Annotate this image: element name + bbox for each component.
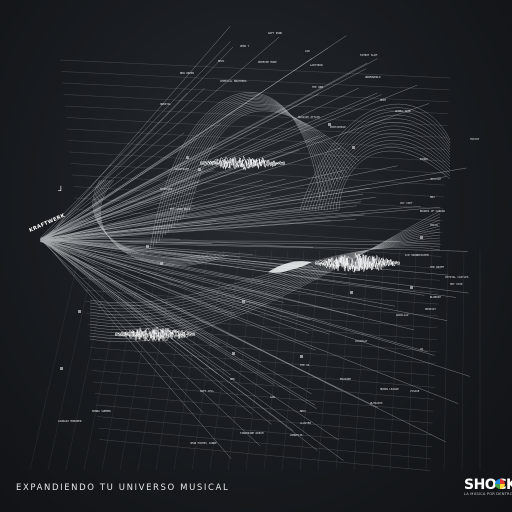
artist-label: CAN xyxy=(270,395,275,399)
artist-label: CRYSTAL CASTLES xyxy=(445,275,469,279)
artist-label: ZERO 7 xyxy=(240,44,250,48)
artist-label: PORTISHEAD xyxy=(330,125,346,129)
artist-label: ULTRAVOX xyxy=(370,401,383,405)
artist-label: VANGELIS xyxy=(290,433,303,437)
artist-label: LADYTRON xyxy=(310,63,323,67)
artist-label: CUT COPY xyxy=(400,201,413,205)
artist-label: RÖYKSOPP xyxy=(160,186,173,191)
artist-label: GIORGIO MORODER xyxy=(58,419,82,423)
artist-label: UNDERWORLD xyxy=(365,75,381,79)
artist-label: JEAN MICHEL JARRE xyxy=(190,441,217,445)
artist-label: THE KNIFE xyxy=(430,265,444,269)
artist-label: ERASURE xyxy=(340,377,351,381)
artist-label: YELLO xyxy=(430,223,438,227)
artist-label: SOFT CELL xyxy=(200,389,214,393)
artist-label: AIR xyxy=(305,49,310,53)
artist-label: BJÖRK xyxy=(420,156,428,161)
artist-label: THE ORB xyxy=(312,85,323,89)
artist-label: DONNA SUMMER xyxy=(92,409,111,413)
artist-label: HOT CHIP xyxy=(450,282,463,286)
artist-label: U2 xyxy=(420,347,424,351)
artist-label: PET SHOP BOYS xyxy=(170,207,191,211)
artist-label: JUSTICE xyxy=(430,177,441,181)
artist-label: BLONDIE xyxy=(430,295,441,299)
artist-label: TRICKY xyxy=(470,137,480,141)
artist-label: HUMAN LEAGUE xyxy=(380,387,399,391)
artist-label: APHEX TWIN xyxy=(395,109,411,113)
artist-label: GORILLAZ xyxy=(396,313,409,317)
artist-label: CHEMICAL BROTHERS xyxy=(220,79,247,83)
artist-label: PRODIGY xyxy=(425,307,436,311)
artist-label: OMD xyxy=(230,377,235,381)
brand-subtitle: LA MÚSICA POR DENTRO xyxy=(464,492,512,496)
artist-label: DEPECHE MODE xyxy=(258,60,277,64)
artist-label: BOARDS OF CANADA xyxy=(420,209,445,213)
brand-logo: SHOCK LA MÚSICA POR DENTRO xyxy=(464,477,512,501)
artist-label: NEU! xyxy=(300,409,306,413)
artist-label: NEW ORDER xyxy=(180,71,194,75)
artist-label: ORBITAL xyxy=(160,102,171,106)
artist-label: VISAGE xyxy=(410,389,420,393)
artist-label: DAFT PUNK xyxy=(268,31,282,35)
artist-label: LCD SOUNDSYSTEM xyxy=(405,253,429,257)
artist-label: THE XX xyxy=(300,363,310,367)
artist-label: TANGERINE DREAM xyxy=(240,431,264,435)
artist-label: COLDPLAY xyxy=(355,339,368,343)
artist-label: MOBY xyxy=(380,98,387,102)
artist-label: CLUSTER xyxy=(300,421,311,425)
artist-label: MASSIVE ATTACK xyxy=(298,115,320,119)
tagline: EXPANDIENDO TU UNIVERSO MUSICAL xyxy=(16,483,230,493)
small-glyph-icon: ⅃ xyxy=(57,185,62,193)
artist-label: FATBOY SLIM xyxy=(360,53,378,57)
artist-label: BECK xyxy=(218,59,225,63)
artist-label: M83 xyxy=(430,195,435,199)
brand-mark-icon xyxy=(495,479,505,489)
artist-label: GOLDFRAPP xyxy=(175,167,189,171)
